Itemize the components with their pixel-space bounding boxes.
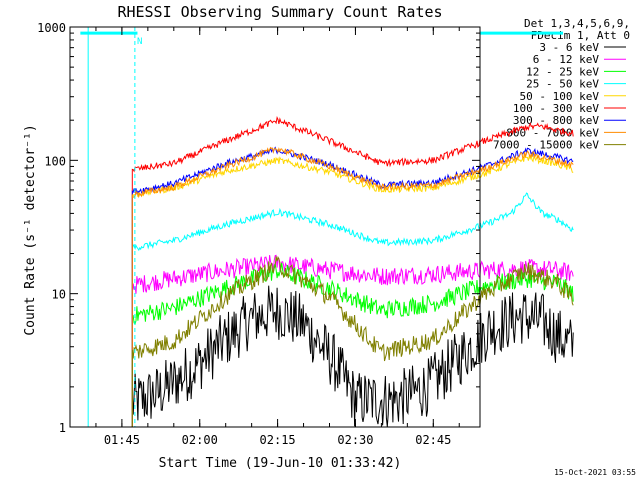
x-tick-label: 02:15	[260, 433, 296, 447]
series-line	[131, 116, 574, 427]
y-tick-label: 1000	[37, 21, 66, 35]
legend-entry-label: 3 - 6 keV	[539, 41, 599, 54]
legend-entry-label: 7000 - 15000 keV	[493, 139, 599, 152]
legend-entry-label: 800 - 7000 keV	[506, 126, 599, 139]
y-tick-label: 10	[52, 288, 66, 302]
legend-entry-label: 100 - 300 keV	[513, 102, 599, 115]
legend-entry-label: 50 - 100 keV	[520, 90, 600, 103]
chart-title: RHESSI Observing Summary Count Rates	[117, 3, 442, 21]
y-axis-label: Count Rate (s⁻¹ detector⁻¹)	[23, 124, 38, 335]
timestamp: 15-Oct-2021 03:55	[554, 468, 636, 477]
legend-entry-label: 300 - 800 keV	[513, 114, 599, 127]
x-axis-label: Start Time (19-Jun-10 01:33:42)	[159, 456, 402, 471]
x-tick-label: 02:45	[415, 433, 451, 447]
x-tick-label: 01:45	[104, 433, 140, 447]
overlay-layer	[80, 27, 564, 427]
legend-header-line-1: Det 1,3,4,5,6,9,	[524, 17, 630, 30]
series-layer	[131, 116, 574, 427]
x-tick-label: 02:00	[182, 433, 218, 447]
series-line	[131, 153, 574, 427]
series-line	[131, 262, 574, 427]
series-line	[131, 255, 574, 427]
n-marker: N	[137, 37, 142, 47]
series-line	[131, 254, 574, 427]
axes-layer: 01:45 02:00 02:15 02:30 02:45 1 10 100 1000	[37, 21, 480, 447]
series-line	[131, 192, 574, 427]
series-line	[131, 146, 574, 427]
legend-entry-label: 25 - 50 keV	[526, 78, 599, 91]
x-tick-label: 02:30	[337, 433, 373, 447]
series-line	[131, 285, 574, 427]
y-tick-label: 100	[44, 154, 66, 168]
plot-frame	[69, 26, 481, 428]
legend-entry-label: 12 - 25 keV	[526, 65, 599, 78]
legend-entry-label: 6 - 12 keV	[533, 53, 600, 66]
y-tick-label: 1	[59, 421, 66, 435]
